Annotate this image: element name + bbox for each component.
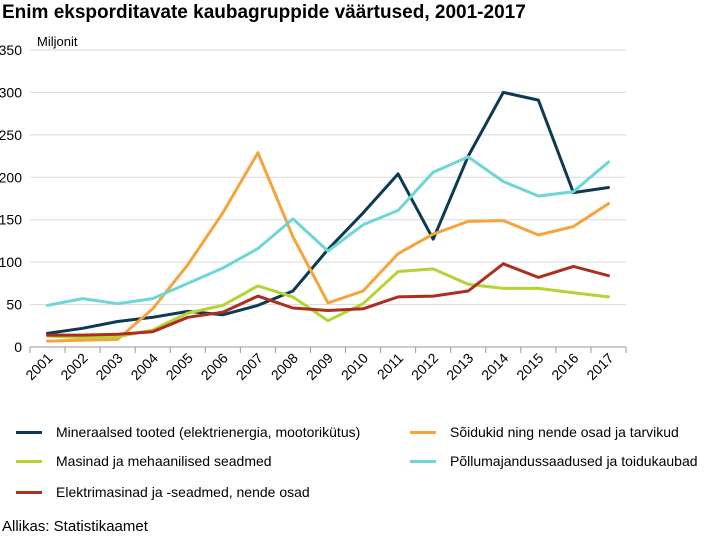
legend-label: Elektrimasinad ja -seadmed, nende osad — [56, 484, 310, 500]
legend-item: Masinad ja mehaanilised seadmed — [16, 453, 272, 469]
legend-item: Elektrimasinad ja -seadmed, nende osad — [16, 484, 310, 500]
legend-label: Sõidukid ning nende osad ja tarvikud — [450, 424, 679, 440]
y-tick-label: 0 — [14, 339, 22, 355]
y-tick-label: 250 — [0, 127, 22, 143]
legend-item: Mineraalsed tooted (elektrienergia, moot… — [16, 424, 360, 440]
series-line-3 — [46, 155, 610, 307]
series-line-1 — [46, 151, 610, 343]
legend-item: Sõidukid ning nende osad ja tarvikud — [410, 424, 679, 440]
y-tick-label: 350 — [0, 42, 22, 58]
series-line-4 — [46, 262, 610, 337]
x-axis — [29, 346, 627, 353]
legend-label: Põllumajandussaadused ja toidukaubad — [450, 453, 698, 469]
source-note: Allikas: Statistikaamet — [2, 518, 148, 535]
legend-swatch — [16, 430, 42, 434]
y-tick-label: 50 — [6, 297, 22, 313]
y-tick-label: 100 — [0, 254, 22, 270]
legend-swatch — [410, 459, 436, 463]
legend-swatch — [410, 430, 436, 434]
chart-title: Enim eksporditavate kaubagruppide väärtu… — [2, 2, 526, 23]
y-tick-label: 150 — [0, 212, 22, 228]
y-tick-label: 300 — [0, 84, 22, 100]
legend-swatch — [16, 459, 42, 463]
legend-swatch — [16, 490, 42, 494]
y-axis-label: Miljonit — [37, 34, 78, 49]
grid-lines — [30, 49, 626, 306]
y-tick-label: 200 — [0, 169, 22, 185]
legend-label: Masinad ja mehaanilised seadmed — [56, 453, 272, 469]
legend-item: Põllumajandussaadused ja toidukaubad — [410, 453, 698, 469]
legend-label: Mineraalsed tooted (elektrienergia, moot… — [56, 424, 361, 440]
series-lines — [46, 90, 610, 343]
y-tick-labels: 0 50 100 150 200 250 300 350 — [0, 42, 22, 355]
